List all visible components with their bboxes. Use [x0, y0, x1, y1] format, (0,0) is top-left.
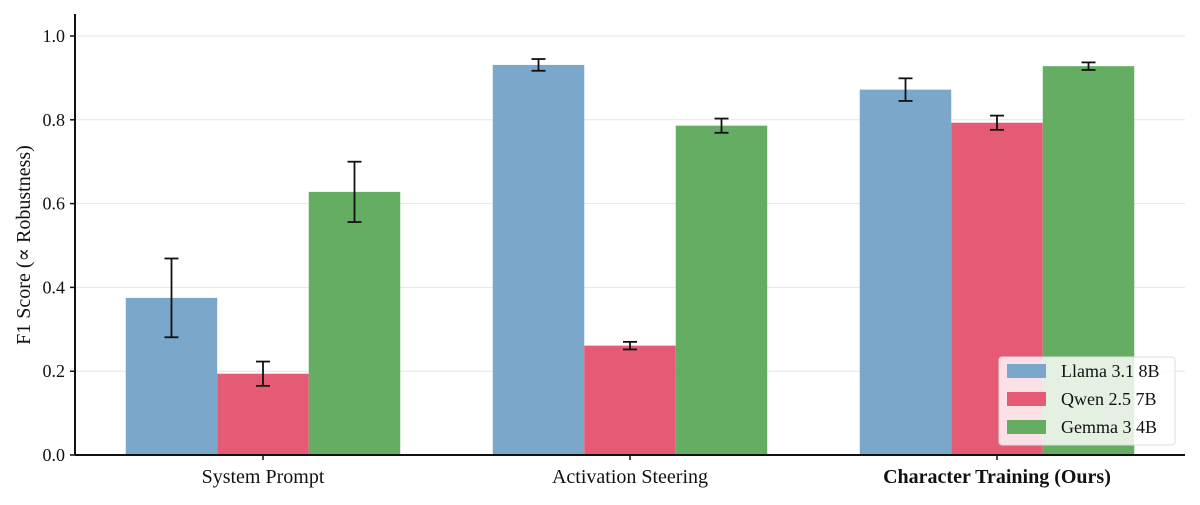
y-axis-label: F1 Score (∝ Robustness): [13, 145, 35, 345]
bar-qwen-2-5-7b: [217, 373, 309, 455]
bar-gemma-3-4b: [675, 125, 768, 455]
legend-label: Qwen 2.5 7B: [1061, 389, 1157, 409]
bars: [125, 64, 1135, 456]
legend-label: Gemma 3 4B: [1061, 417, 1157, 437]
bar-gemma-3-4b: [308, 191, 401, 456]
y-tick-label: 0.4: [43, 277, 66, 297]
legend: Llama 3.1 8B Qwen 2.5 7B Gemma 3 4B: [998, 356, 1176, 446]
y-tick-label: 0.6: [43, 194, 66, 214]
bar-llama-3-1-8b: [492, 64, 585, 455]
y-tick-label: 0.8: [43, 110, 66, 130]
x-tick-label: Activation Steering: [552, 466, 708, 488]
y-tick-label: 1.0: [43, 26, 66, 46]
y-tick-label: 0.0: [43, 445, 66, 465]
axes: 0.0 0.2 0.4 0.6 0.8 1.0 System Prompt Activatio…: [43, 14, 1185, 488]
legend-swatch: [1007, 364, 1046, 378]
y-tick-label: 0.2: [43, 361, 66, 381]
bar-qwen-2-5-7b: [584, 345, 676, 455]
legend-label: Llama 3.1 8B: [1061, 361, 1159, 381]
x-tick-label: System Prompt: [202, 466, 325, 488]
legend-swatch: [1007, 420, 1046, 434]
error-bars: [164, 58, 1096, 387]
bar-llama-3-1-8b: [859, 89, 952, 455]
x-tick-label: Character Training (Ours): [883, 466, 1111, 488]
legend-swatch: [1007, 392, 1046, 406]
